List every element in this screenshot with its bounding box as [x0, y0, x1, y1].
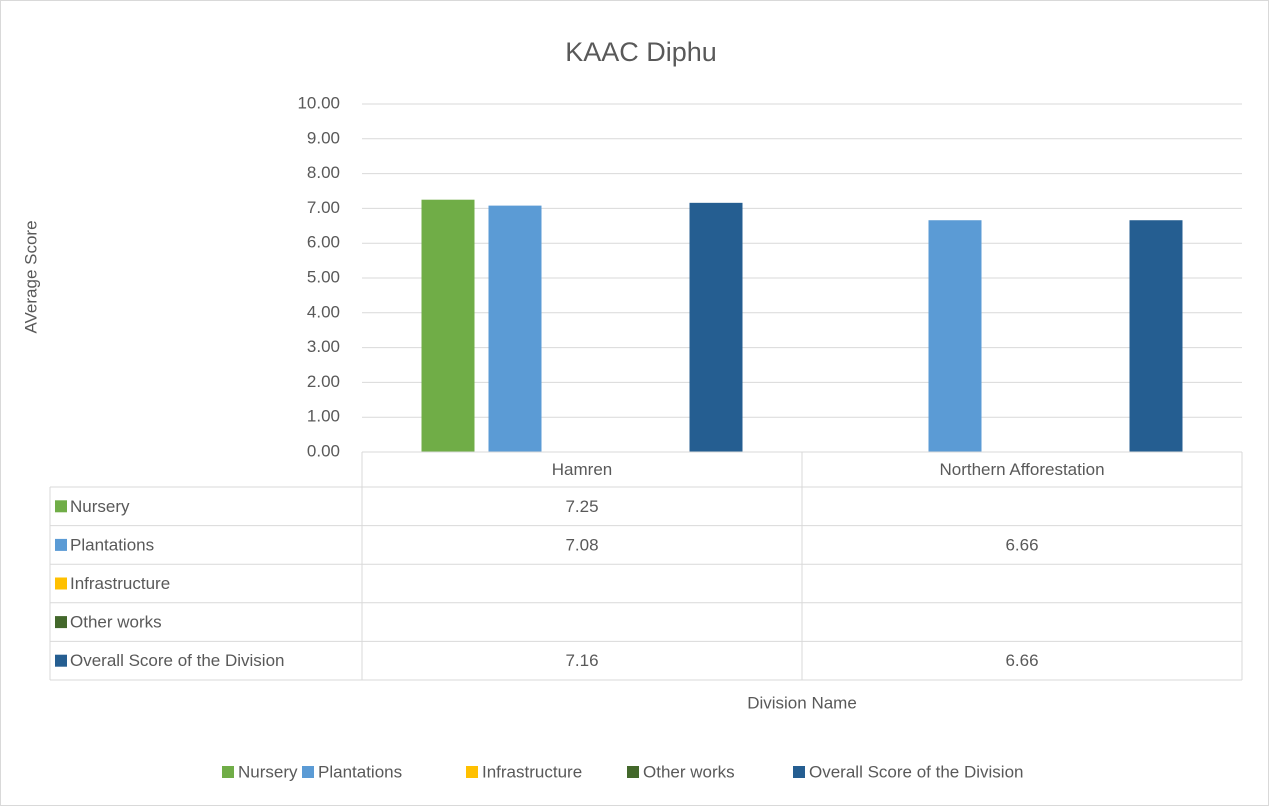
table-series-name: Infrastructure [70, 574, 170, 593]
legend-label: Other works [643, 762, 735, 781]
x-axis-title: Division Name [747, 693, 857, 712]
legend-key [466, 766, 478, 778]
bar [488, 205, 542, 452]
bar [689, 202, 743, 452]
table-legend-key [55, 577, 67, 590]
bar [421, 199, 475, 452]
x-tick-label: Northern Afforestation [939, 460, 1104, 479]
bar [1129, 220, 1183, 452]
table-series-name: Overall Score of the Division [70, 651, 284, 670]
y-tick-label: 6.00 [307, 233, 340, 252]
table-legend-key [55, 500, 67, 513]
x-tick-label: Hamren [552, 460, 612, 479]
table-legend-key [55, 654, 67, 667]
table-value: 7.08 [565, 535, 598, 554]
y-tick-label: 10.00 [297, 93, 340, 112]
legend-key [222, 766, 234, 778]
y-tick-label: 1.00 [307, 407, 340, 426]
table-value: 7.16 [565, 651, 598, 670]
y-tick-label: 3.00 [307, 337, 340, 356]
legend-key [793, 766, 805, 778]
chart-title: KAAC Diphu [565, 37, 717, 67]
y-tick-label: 2.00 [307, 372, 340, 391]
y-tick-label: 8.00 [307, 163, 340, 182]
legend-label: Nursery [238, 762, 298, 781]
legend-label: Plantations [318, 762, 402, 781]
legend-label: Overall Score of the Division [809, 762, 1023, 781]
table-value: 6.66 [1005, 535, 1038, 554]
table-legend-key [55, 616, 67, 629]
y-axis-title: AVerage Score [21, 220, 40, 333]
y-tick-label: 9.00 [307, 128, 340, 147]
table-legend-key [55, 538, 67, 551]
table-value: 7.25 [565, 497, 598, 516]
bar [928, 220, 982, 452]
table-series-name: Plantations [70, 535, 154, 554]
y-tick-label: 4.00 [307, 302, 340, 321]
table-series-name: Other works [70, 613, 162, 632]
legend-key [302, 766, 314, 778]
legend-key [627, 766, 639, 778]
table-series-name: Nursery [70, 497, 130, 516]
table-value: 6.66 [1005, 651, 1038, 670]
y-tick-label: 0.00 [307, 441, 340, 460]
y-tick-label: 5.00 [307, 267, 340, 286]
legend-label: Infrastructure [482, 762, 582, 781]
y-tick-label: 7.00 [307, 198, 340, 217]
